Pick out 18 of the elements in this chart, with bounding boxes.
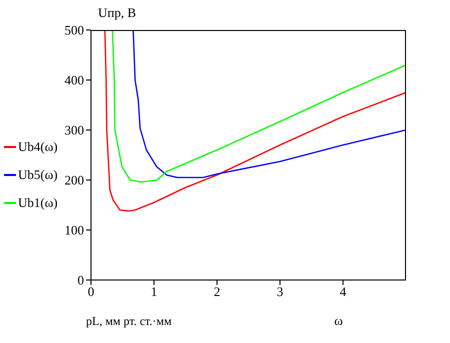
y-tick-label: 0 (78, 272, 84, 288)
x-axis-title: ω (334, 313, 344, 328)
legend-label: Ub5(ω) (18, 167, 58, 182)
x-tick-label: 2 (214, 284, 220, 300)
y-tick-label: 400 (64, 72, 84, 88)
y-axis-title: Uпр, В (98, 5, 136, 21)
x-tick-label: 3 (276, 284, 284, 300)
legend-label: Ub4(ω) (18, 139, 58, 154)
y-tick-label: 300 (64, 122, 84, 138)
line-series (104, 30, 406, 212)
x-tick-label: 1 (150, 284, 158, 300)
y-tick-label: 500 (64, 22, 84, 38)
text: pL, мм рт. ст.·мм (86, 314, 172, 329)
x-tick-label: 0 (88, 284, 94, 300)
x-tick-label: 4 (340, 284, 347, 300)
legend-label: Ub1(ω) (18, 195, 58, 210)
y-tick-label: 200 (64, 172, 84, 188)
y-tick-label: 100 (64, 222, 84, 238)
